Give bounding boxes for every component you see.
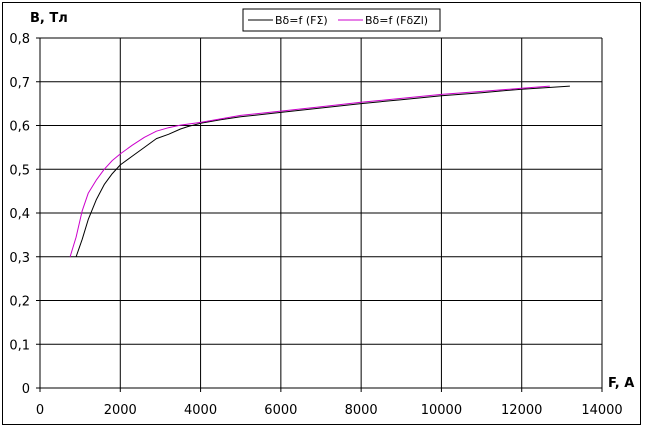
y-tick-label: 0,3 <box>9 251 30 266</box>
tick-labels: 0 2000 4000 6000 8000 10000 12000 14000 0 0,1 0,2 0… <box>9 32 622 418</box>
legend: Bδ=f (FΣ) Bδ=f (FδZl) <box>242 8 441 32</box>
legend-label-series-1: Bδ=f (FΣ) <box>275 14 328 27</box>
x-tick-label: 8000 <box>345 403 378 418</box>
axes <box>36 37 603 392</box>
x-tick-label: 4000 <box>184 403 217 418</box>
y-tick-label: 0,7 <box>9 76 30 91</box>
grid-lines <box>40 37 603 388</box>
y-tick-label: 0,2 <box>9 295 30 310</box>
x-axis-title: F, A <box>608 376 634 391</box>
y-tick-label: 0,5 <box>9 163 30 178</box>
series-group <box>69 85 570 257</box>
y-tick-label: 0,8 <box>9 32 30 47</box>
y-tick-label: 0,4 <box>9 207 30 222</box>
x-tick-label: 6000 <box>264 403 297 418</box>
y-tick-label: 0,6 <box>9 120 30 135</box>
x-tick-label: 12000 <box>501 403 542 418</box>
x-tick-label: 2000 <box>104 403 137 418</box>
legend-label-series-2: Bδ=f (FδZl) <box>365 14 428 27</box>
chart-frame <box>2 2 641 425</box>
y-tick-label: 0 <box>22 382 30 397</box>
series-line-1 <box>75 85 570 257</box>
series-line-2 <box>69 85 550 257</box>
x-tick-label: 10000 <box>421 403 462 418</box>
x-tick-label: 14000 <box>581 403 622 418</box>
y-tick-label: 0,1 <box>9 338 30 353</box>
x-tick-label: 0 <box>36 403 44 418</box>
y-axis-title: B, Тл <box>30 11 68 26</box>
